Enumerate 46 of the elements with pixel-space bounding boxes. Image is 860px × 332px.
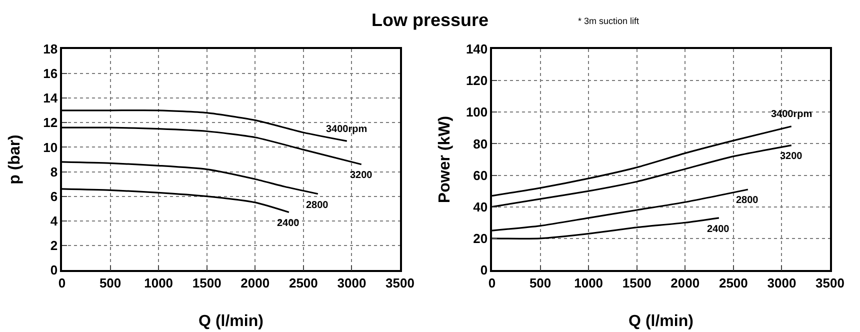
y-tick-label: 4 [50,213,58,228]
x-tick-label: 2500 [718,275,748,290]
series-label: 2800 [306,200,329,211]
x-tick-label: 2000 [670,275,700,290]
y-tick-label: 14 [43,90,58,106]
y-tick-label: 16 [43,66,58,82]
y-tick-label: 6 [50,188,58,204]
series-label: 3400rpm [326,124,368,135]
x-axis-title: Q (l/min) [198,313,264,330]
x-axis-title: Q (l/min) [628,313,694,330]
x-tick-label: 3000 [767,275,796,290]
series-label: 2800 [736,195,759,206]
y-tick-label: 120 [466,73,488,88]
y-tick-label: 8 [50,164,58,180]
x-tick-label: 2000 [240,275,270,290]
y-axis-title: Power (kW) [436,116,454,204]
y-tick-label: 100 [466,104,488,120]
x-tick-label: 1000 [574,275,604,290]
x-tick-label: 3500 [386,275,414,290]
x-tick-label: 500 [99,275,122,290]
y-tick-label: 20 [473,230,488,246]
x-tick-label: 1500 [622,275,652,290]
y-tick-label: 2 [50,238,58,253]
y-tick-label: 0 [480,262,488,278]
y-tick-label: 60 [473,168,488,183]
series-label: 3200 [350,170,373,181]
series-label: 3400rpm [771,109,812,120]
x-tick-label: 3000 [337,275,366,290]
series-label: 2400 [277,218,300,229]
y-tick-label: 12 [43,115,58,130]
x-tick-label: 2500 [288,275,318,290]
y-axis-title: p (bar) [6,134,24,184]
text: * 3m suction lift [578,16,640,26]
x-tick-label: 1000 [144,275,174,290]
series-label: 3200 [780,151,803,162]
y-tick-label: 10 [43,140,58,155]
x-tick-label: 1500 [192,275,222,290]
y-tick-label: 80 [473,136,488,152]
y-tick-label: 0 [50,262,58,278]
x-tick-label: 500 [529,275,552,290]
series-label: 2400 [707,224,730,235]
y-tick-label: 18 [43,42,58,57]
x-tick-label: 3500 [816,275,844,290]
y-tick-label: 140 [466,42,488,57]
y-tick-label: 40 [473,199,488,214]
chart-title: Low pressure [371,10,489,30]
